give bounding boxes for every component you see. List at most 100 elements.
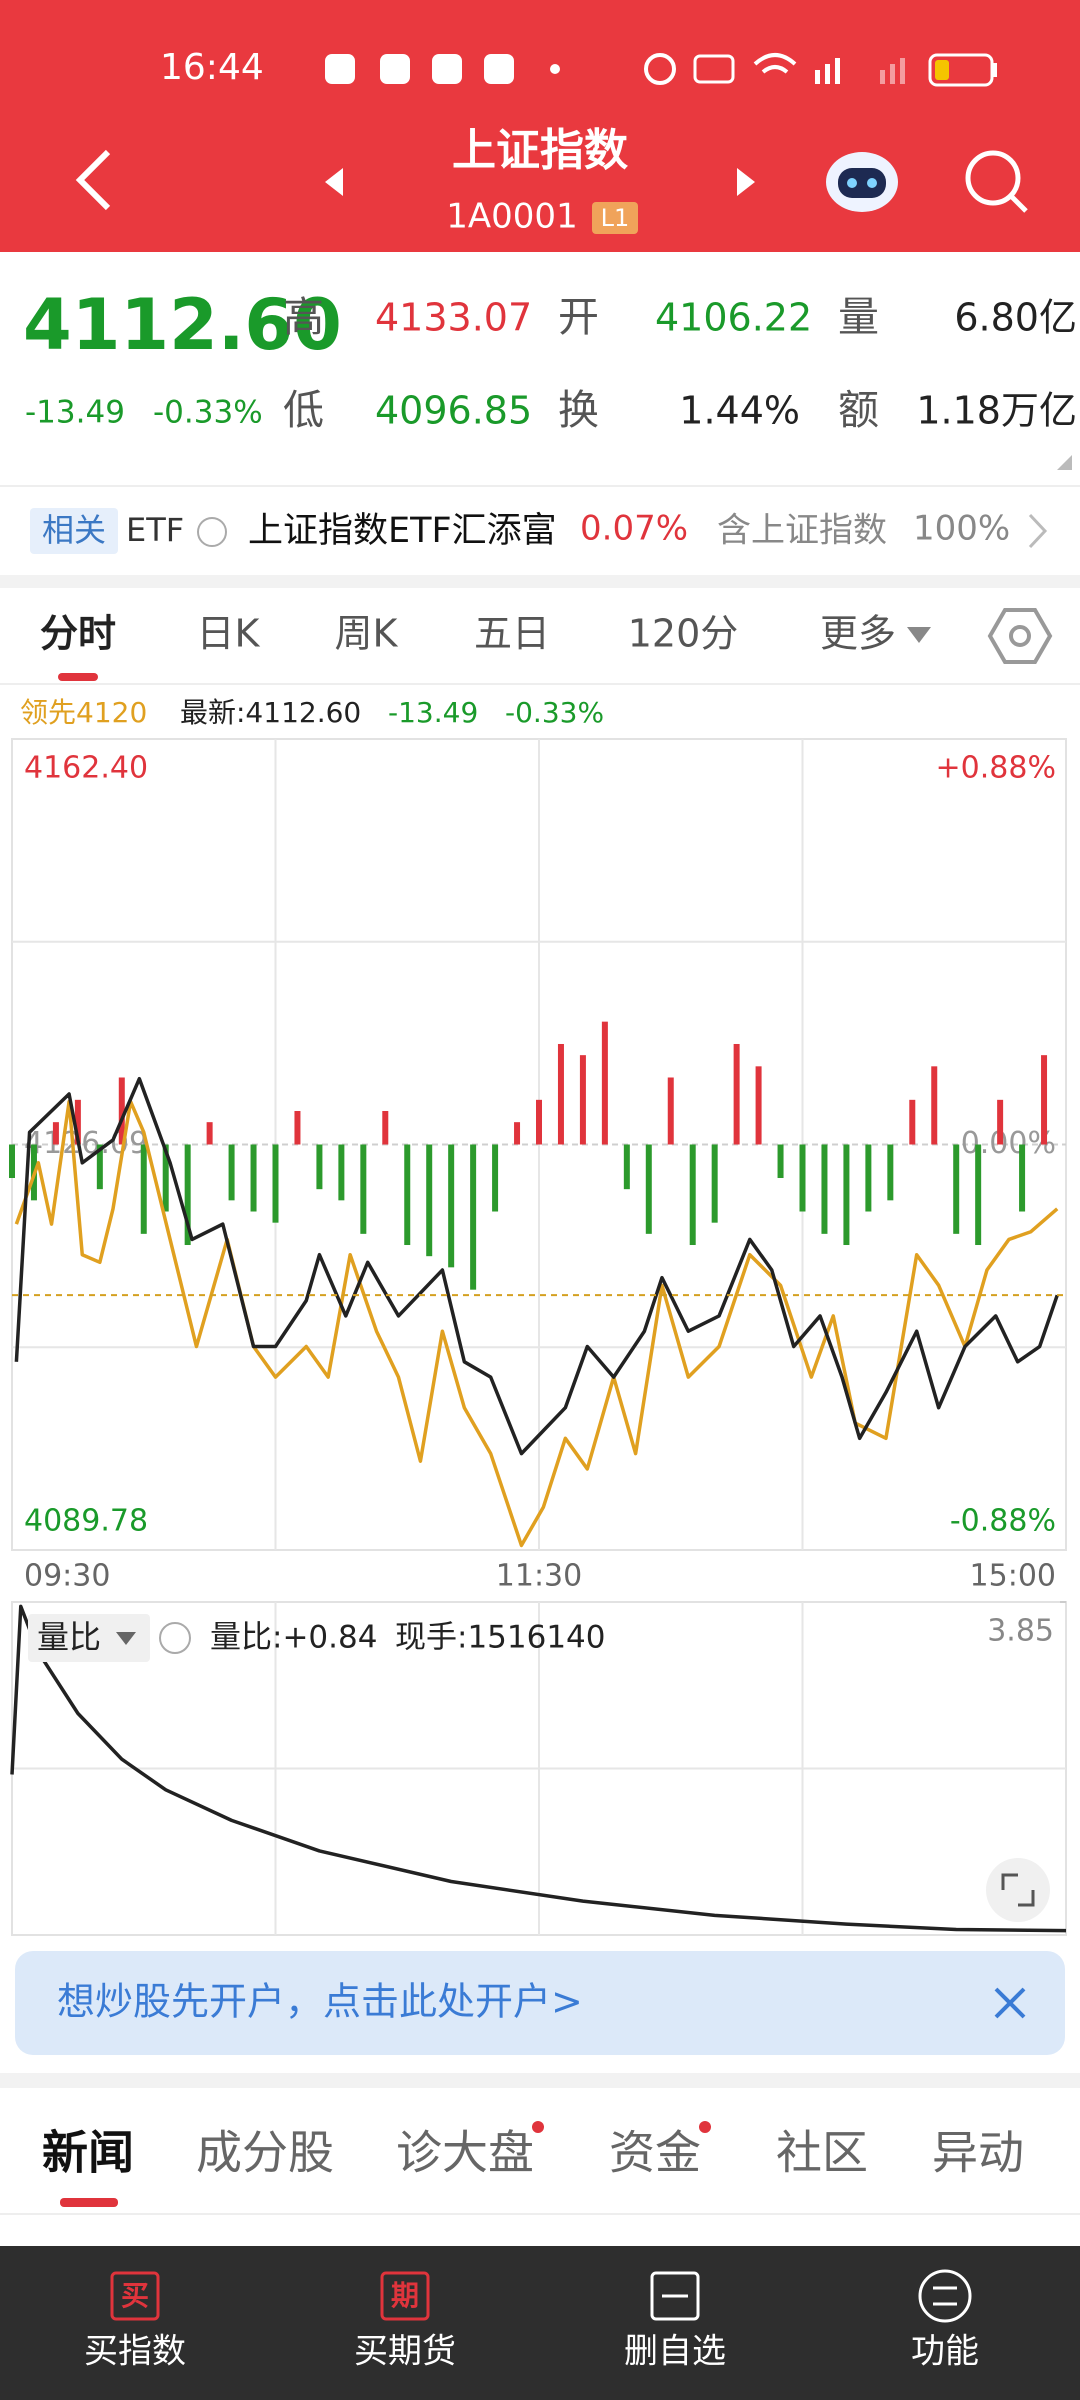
- banner-text: 想炒股先开户，点击此处开户>: [57, 1980, 583, 2024]
- close-button[interactable]: [994, 1987, 1026, 2019]
- bar: [228, 1144, 235, 1201]
- header-bg: [0, 0, 1080, 252]
- tab[interactable]: 五日: [474, 612, 550, 656]
- price-chart: 4162.404126.094089.78+0.88%0.00%-0.88%09…: [9, 739, 1066, 1594]
- red-dot: [699, 2121, 711, 2133]
- etf-label: ETF: [126, 511, 184, 549]
- bar: [206, 1122, 213, 1145]
- y-tick-label: 4162.40: [24, 751, 148, 786]
- news-tab[interactable]: 成分股: [196, 2126, 334, 2180]
- tab-underline: [60, 2198, 118, 2207]
- bar: [843, 1144, 850, 1246]
- field-value: 6.80亿: [954, 296, 1077, 340]
- field-label: 额: [838, 386, 879, 434]
- news-tab[interactable]: 异动: [932, 2126, 1024, 2180]
- quote-values: 4133.07 4106.22 6.80亿 4096.85 1.44% 1.18…: [375, 296, 1077, 433]
- field-value: 1.18万亿: [916, 389, 1077, 433]
- x-tick-label: 11:30: [496, 1559, 582, 1594]
- tab-underline: [58, 673, 98, 681]
- bar: [140, 1144, 147, 1234]
- bottom-nav: [0, 2246, 1080, 2400]
- back-button[interactable]: [75, 149, 111, 211]
- bar: [514, 1122, 521, 1145]
- nav-label: 删自选: [624, 2332, 726, 2372]
- tab[interactable]: 日K: [197, 612, 261, 656]
- bar: [426, 1144, 433, 1257]
- fullscreen-button[interactable]: [986, 1858, 1050, 1922]
- dropdown-arrow: [116, 1632, 136, 1645]
- nav-item[interactable]: 删自选: [624, 2271, 726, 2372]
- news-tab[interactable]: 资金: [609, 2126, 701, 2180]
- bar: [1041, 1055, 1048, 1145]
- etf-change: 0.07%: [580, 509, 688, 549]
- tab[interactable]: 分时: [40, 612, 116, 656]
- bar: [777, 1144, 784, 1179]
- bar: [96, 1144, 103, 1190]
- news-tab[interactable]: 新闻: [42, 2126, 134, 2180]
- bar: [9, 1144, 15, 1179]
- quote-labels: 高 开 量 低 换 额: [283, 293, 879, 434]
- selector-bg[interactable]: [28, 1614, 150, 1662]
- search-icon[interactable]: [965, 150, 1028, 213]
- bar: [1019, 1144, 1026, 1212]
- bar: [557, 1043, 564, 1145]
- status-time: 16:44: [160, 47, 264, 88]
- field-value: 4133.07: [375, 296, 532, 340]
- banner[interactable]: [15, 1951, 1065, 2055]
- header-code: 1A0001: [446, 197, 577, 237]
- bar: [74, 1099, 81, 1145]
- nav-item[interactable]: 买 买指数: [84, 2271, 186, 2372]
- bar: [404, 1144, 411, 1246]
- nav-item[interactable]: 期 买期货: [354, 2271, 456, 2372]
- bar: [601, 1021, 608, 1145]
- next-button[interactable]: [737, 168, 755, 196]
- settings-icon[interactable]: [987, 608, 1053, 664]
- bar: [755, 1066, 762, 1145]
- period-tabs: 分时 日K 周K 五日 120分 更多: [40, 612, 896, 656]
- etf-row[interactable]: 相关 ETF 上证指数ETF汇添富 0.07% 含上证指数 100%: [30, 508, 1048, 554]
- y2-tick-label: -0.88%: [950, 1504, 1056, 1539]
- bar: [316, 1144, 323, 1190]
- bar: [645, 1144, 652, 1234]
- level-badge: [592, 202, 638, 234]
- bar: [821, 1144, 828, 1234]
- bar: [799, 1144, 806, 1212]
- separator: [0, 2073, 1080, 2088]
- bar: [382, 1110, 389, 1145]
- bar: [733, 1043, 740, 1145]
- nav-icon: 期: [391, 2279, 419, 2312]
- robot-icon[interactable]: [826, 152, 898, 212]
- series-line: [14, 1076, 1059, 1456]
- bar: [579, 1055, 586, 1145]
- bar: [909, 1099, 916, 1145]
- prev-button[interactable]: [325, 168, 343, 196]
- y-tick-label: 4089.78: [24, 1504, 148, 1539]
- help-icon[interactable]: [159, 1622, 191, 1654]
- bar: [689, 1144, 696, 1246]
- field-label: 量: [838, 293, 879, 341]
- etf-contain-label: 含上证指数: [717, 511, 887, 551]
- etf-contain-pct: 100%: [913, 509, 1010, 549]
- news-tab[interactable]: 社区: [776, 2126, 868, 2180]
- red-dot: [532, 2121, 544, 2133]
- header-title: 上证指数: [452, 125, 628, 176]
- tab[interactable]: 更多: [820, 612, 896, 656]
- nav-item[interactable]: 功能: [911, 2269, 979, 2372]
- separator: [0, 575, 1080, 588]
- help-icon[interactable]: [197, 517, 227, 547]
- expand-corner[interactable]: [1057, 455, 1072, 470]
- y-tick-label: 4126.09: [24, 1126, 148, 1161]
- last-price: 4112.60: [23, 284, 342, 366]
- tab[interactable]: 120分: [628, 612, 739, 656]
- news-tab[interactable]: 诊大盘: [396, 2126, 534, 2180]
- x-tick-label: 15:00: [970, 1559, 1056, 1594]
- selector-text: 量比: [37, 1618, 101, 1656]
- tab[interactable]: 周K: [335, 612, 399, 656]
- x-tick-label: 09:30: [24, 1559, 110, 1594]
- bar: [667, 1077, 674, 1145]
- volume-ratio-chart: 3.85: [10, 1601, 1067, 1935]
- bar: [887, 1144, 894, 1201]
- news-tabs: 新闻 成分股 诊大盘 资金 社区 异动: [42, 2126, 1024, 2180]
